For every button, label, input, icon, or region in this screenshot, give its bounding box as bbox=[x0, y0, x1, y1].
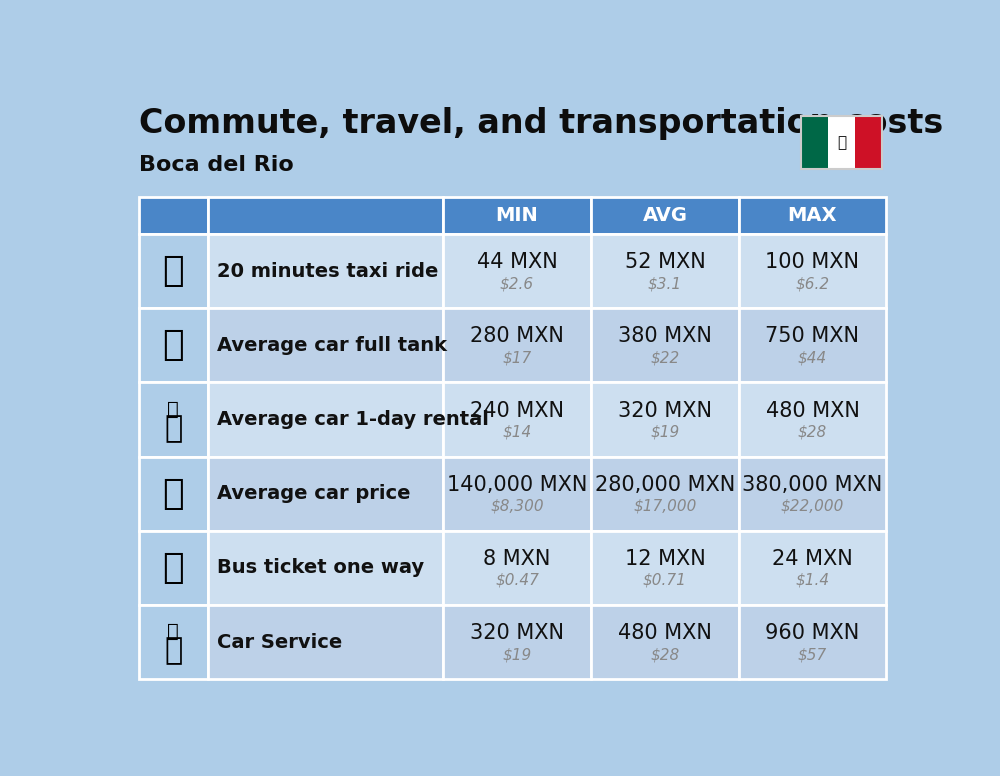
Bar bbox=[801, 116, 882, 168]
Bar bbox=[801, 116, 828, 168]
Bar bbox=[855, 116, 882, 168]
Text: 24 MXN: 24 MXN bbox=[772, 549, 853, 569]
Bar bbox=[443, 605, 591, 679]
Text: $44: $44 bbox=[798, 351, 827, 365]
Text: 20 minutes taxi ride: 20 minutes taxi ride bbox=[217, 262, 438, 281]
Text: 480 MXN: 480 MXN bbox=[766, 400, 859, 421]
Bar bbox=[739, 531, 886, 605]
Bar bbox=[739, 308, 886, 383]
Bar bbox=[591, 234, 739, 308]
Text: $0.71: $0.71 bbox=[643, 573, 687, 588]
Text: $57: $57 bbox=[798, 647, 827, 662]
Bar bbox=[828, 116, 855, 168]
Bar bbox=[591, 531, 739, 605]
Text: $6.2: $6.2 bbox=[795, 276, 830, 291]
Bar bbox=[139, 531, 208, 605]
Text: Commute, travel, and transportation costs: Commute, travel, and transportation cost… bbox=[139, 107, 943, 140]
Text: 🚗: 🚗 bbox=[163, 476, 184, 511]
Bar bbox=[208, 308, 443, 383]
Bar bbox=[443, 234, 591, 308]
Bar bbox=[739, 383, 886, 456]
Text: 280 MXN: 280 MXN bbox=[470, 327, 564, 346]
Bar bbox=[139, 605, 208, 679]
Text: 🚙: 🚙 bbox=[164, 414, 182, 443]
Text: 🔑: 🔑 bbox=[167, 400, 179, 418]
Bar bbox=[591, 383, 739, 456]
Text: $14: $14 bbox=[502, 424, 532, 439]
Text: Boca del Rio: Boca del Rio bbox=[139, 154, 294, 175]
Text: $22,000: $22,000 bbox=[781, 499, 844, 514]
Text: 320 MXN: 320 MXN bbox=[618, 400, 712, 421]
Text: $28: $28 bbox=[650, 647, 680, 662]
Text: AVG: AVG bbox=[642, 206, 687, 225]
Bar bbox=[443, 308, 591, 383]
Bar bbox=[208, 605, 443, 679]
Text: 44 MXN: 44 MXN bbox=[477, 252, 557, 272]
Text: $19: $19 bbox=[502, 647, 532, 662]
Bar bbox=[208, 383, 443, 456]
Bar bbox=[739, 197, 886, 234]
Text: 52 MXN: 52 MXN bbox=[625, 252, 705, 272]
Text: 480 MXN: 480 MXN bbox=[618, 623, 712, 643]
Bar bbox=[139, 308, 208, 383]
Text: 100 MXN: 100 MXN bbox=[765, 252, 859, 272]
Text: $19: $19 bbox=[650, 424, 680, 439]
Text: 750 MXN: 750 MXN bbox=[765, 327, 859, 346]
Text: 320 MXN: 320 MXN bbox=[470, 623, 564, 643]
Bar bbox=[208, 456, 443, 531]
Bar bbox=[443, 197, 591, 234]
Bar bbox=[139, 383, 208, 456]
Text: $8,300: $8,300 bbox=[490, 499, 544, 514]
Text: $22: $22 bbox=[650, 351, 680, 365]
Text: $0.47: $0.47 bbox=[495, 573, 539, 588]
Bar bbox=[139, 234, 208, 308]
Text: $17: $17 bbox=[502, 351, 532, 365]
Text: 140,000 MXN: 140,000 MXN bbox=[447, 475, 587, 495]
Bar bbox=[591, 308, 739, 383]
Bar bbox=[591, 456, 739, 531]
Text: 🚗: 🚗 bbox=[164, 636, 182, 665]
Bar bbox=[443, 383, 591, 456]
Text: $3.1: $3.1 bbox=[648, 276, 682, 291]
Text: Bus ticket one way: Bus ticket one way bbox=[217, 558, 424, 577]
Bar bbox=[739, 234, 886, 308]
Bar bbox=[443, 531, 591, 605]
Text: 🚌: 🚌 bbox=[163, 551, 184, 585]
Text: MIN: MIN bbox=[496, 206, 538, 225]
Text: $1.4: $1.4 bbox=[795, 573, 830, 588]
Text: 960 MXN: 960 MXN bbox=[765, 623, 860, 643]
Text: 380 MXN: 380 MXN bbox=[618, 327, 712, 346]
Text: Average car full tank: Average car full tank bbox=[217, 336, 447, 355]
Bar bbox=[443, 456, 591, 531]
Text: 🚕: 🚕 bbox=[163, 254, 184, 288]
Bar bbox=[139, 197, 208, 234]
Text: ⛽: ⛽ bbox=[163, 328, 184, 362]
Text: Average car price: Average car price bbox=[217, 484, 410, 503]
Bar bbox=[208, 234, 443, 308]
Text: 240 MXN: 240 MXN bbox=[470, 400, 564, 421]
Text: 380,000 MXN: 380,000 MXN bbox=[742, 475, 883, 495]
Bar bbox=[139, 456, 208, 531]
Text: $28: $28 bbox=[798, 424, 827, 439]
Text: $2.6: $2.6 bbox=[500, 276, 534, 291]
Bar bbox=[208, 531, 443, 605]
Text: 8 MXN: 8 MXN bbox=[483, 549, 551, 569]
Text: Average car 1-day rental: Average car 1-day rental bbox=[217, 410, 489, 429]
Bar bbox=[739, 605, 886, 679]
Text: $17,000: $17,000 bbox=[633, 499, 697, 514]
Text: MAX: MAX bbox=[788, 206, 837, 225]
Text: Car Service: Car Service bbox=[217, 632, 342, 652]
Bar bbox=[739, 456, 886, 531]
Text: 280,000 MXN: 280,000 MXN bbox=[595, 475, 735, 495]
Text: 🦅: 🦅 bbox=[837, 135, 846, 150]
Bar bbox=[208, 197, 443, 234]
Bar bbox=[591, 605, 739, 679]
Text: 🔧: 🔧 bbox=[167, 622, 179, 641]
Bar bbox=[591, 197, 739, 234]
Text: 12 MXN: 12 MXN bbox=[625, 549, 705, 569]
